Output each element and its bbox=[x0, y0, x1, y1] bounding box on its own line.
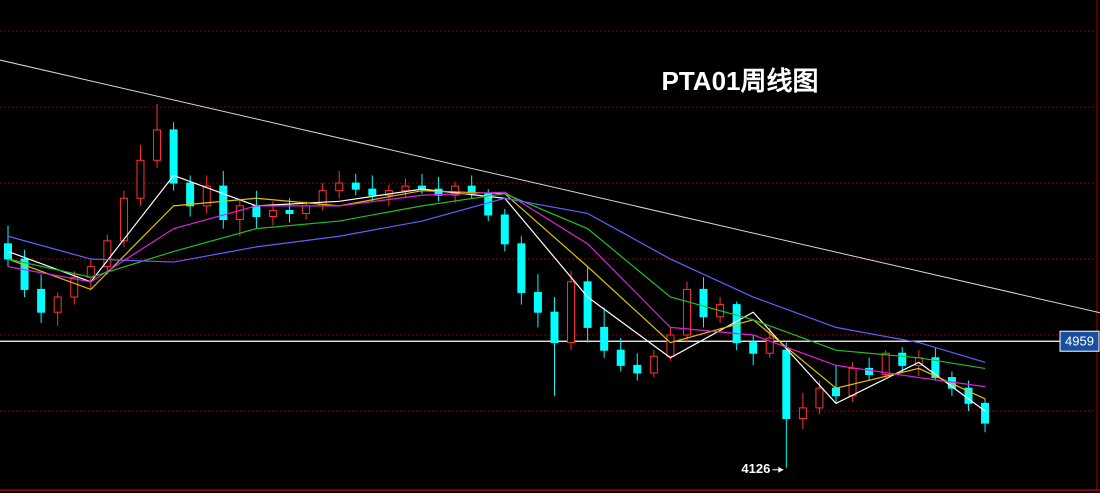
ma-line bbox=[7, 193, 986, 370]
candle-body bbox=[832, 387, 840, 397]
candle-body bbox=[865, 367, 874, 375]
candle-body bbox=[219, 185, 228, 221]
candle-body bbox=[699, 288, 708, 318]
candle-body bbox=[666, 334, 675, 357]
candle-body bbox=[186, 182, 195, 207]
candle-body bbox=[749, 342, 758, 354]
candle-body bbox=[981, 402, 990, 424]
candle-body bbox=[451, 185, 460, 196]
price-label: 4959 bbox=[1065, 334, 1094, 349]
candle-body bbox=[119, 197, 128, 242]
candle-body bbox=[550, 311, 559, 344]
candle-body bbox=[20, 258, 29, 290]
candle-body bbox=[567, 281, 576, 344]
ma-line bbox=[7, 174, 986, 412]
ma-line bbox=[7, 190, 986, 400]
candle-body bbox=[881, 352, 890, 375]
candle-body bbox=[351, 182, 360, 190]
candle-body bbox=[931, 357, 940, 379]
candle-body bbox=[500, 214, 509, 245]
candle-body bbox=[401, 185, 410, 192]
candle-body bbox=[633, 364, 642, 374]
candle-body bbox=[782, 349, 791, 420]
candle-body bbox=[252, 205, 261, 217]
candle-body bbox=[169, 129, 178, 184]
candle-body bbox=[649, 355, 658, 374]
trend-line bbox=[0, 59, 1100, 314]
candle-body bbox=[533, 291, 542, 313]
candle-body bbox=[815, 387, 824, 409]
candle-body bbox=[434, 188, 443, 196]
candle-body bbox=[583, 281, 592, 328]
ma-line bbox=[7, 197, 986, 363]
candle-body bbox=[235, 205, 244, 221]
candle-body bbox=[335, 182, 344, 192]
candle-body bbox=[202, 185, 211, 207]
low-label: 4126 bbox=[741, 461, 770, 476]
candle-body bbox=[848, 367, 857, 397]
candle-body bbox=[37, 288, 46, 313]
candle-body bbox=[616, 349, 625, 366]
candle-body bbox=[682, 288, 691, 336]
candle-body bbox=[53, 296, 62, 313]
candle-body bbox=[268, 209, 277, 217]
candle-body bbox=[285, 209, 294, 214]
candle-body bbox=[103, 240, 112, 268]
candle-body bbox=[86, 266, 95, 278]
chart-title: PTA01周线图 bbox=[662, 66, 819, 96]
candle-body bbox=[368, 188, 377, 196]
candle-body bbox=[153, 129, 162, 161]
candle-body bbox=[765, 337, 774, 354]
price-label-box bbox=[1059, 330, 1100, 352]
candle-body bbox=[136, 159, 145, 199]
candle-body bbox=[70, 276, 79, 298]
candle-body bbox=[600, 326, 609, 351]
low-arrow-head bbox=[778, 466, 784, 473]
ma-line bbox=[7, 191, 986, 388]
candle-body bbox=[517, 243, 526, 293]
candle-body bbox=[898, 352, 907, 366]
candle-body bbox=[302, 205, 311, 214]
candle-body bbox=[798, 407, 807, 420]
